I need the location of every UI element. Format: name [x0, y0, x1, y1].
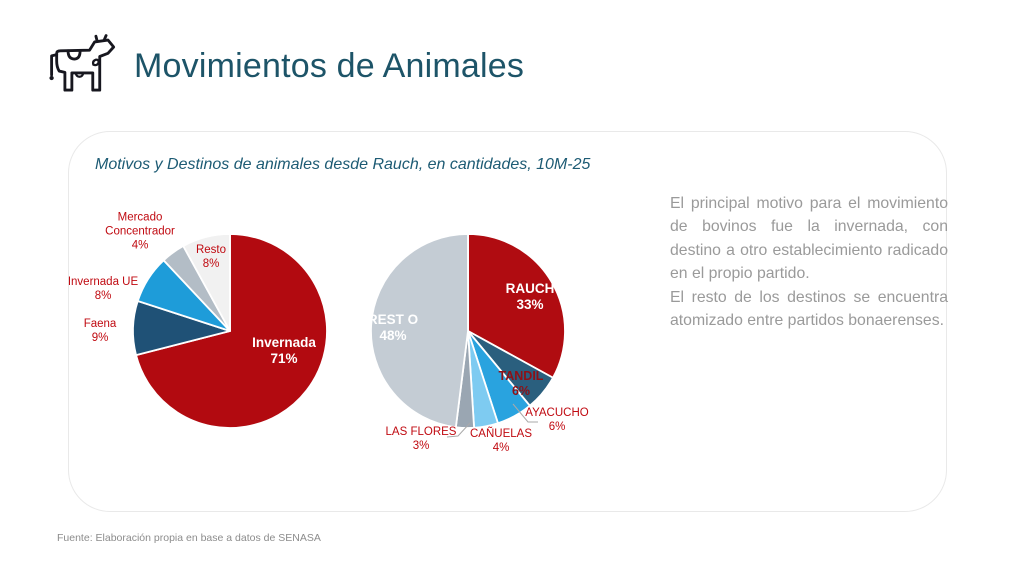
commentary-block: El principal motivo para el movimiento d…: [670, 192, 948, 332]
cow-tail-tip: [49, 75, 54, 81]
slide-header: Movimientos de Animales: [44, 30, 524, 102]
cow-icon: [49, 34, 116, 92]
page-title: Movimientos de Animales: [134, 46, 525, 85]
commentary-paragraph-1: El principal motivo para el movimiento d…: [670, 195, 948, 283]
source-note: Fuente: Elaboración propia en base a dat…: [57, 532, 321, 544]
commentary-paragraph-2: El resto de los destinos se encuentra at…: [670, 288, 948, 330]
chart-subtitle: Motivos y Destinos de animales desde Rau…: [95, 156, 591, 173]
